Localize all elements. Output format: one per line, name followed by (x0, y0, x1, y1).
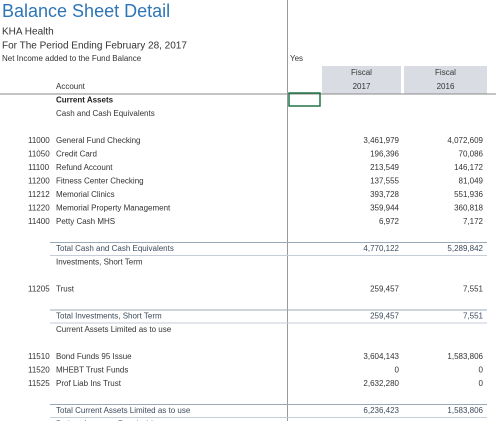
account-code: 11525 (28, 379, 50, 388)
total-amount: 6,236,423 (363, 406, 399, 415)
amount: 0 (479, 366, 484, 375)
amount: 2,632,280 (363, 379, 399, 388)
amount: 3,461,979 (363, 136, 399, 145)
amount: 4,072,609 (447, 136, 483, 145)
group-title: Investments, Short Term (56, 258, 143, 267)
group-title: Cash and Cash Equivalents (56, 109, 155, 118)
period: For The Period Ending February 28, 2017 (2, 41, 187, 52)
company: KHA Health (2, 27, 54, 38)
total-amount: 1,583,806 (447, 406, 483, 415)
account-name: Petty Cash MHS (56, 217, 115, 226)
account-code: 11100 (28, 163, 50, 172)
title: Balance Sheet Detail (2, 1, 170, 21)
account-code: 11205 (28, 285, 50, 294)
account-code: 11000 (28, 136, 50, 145)
account-name: Refund Account (56, 163, 113, 172)
column-label: Fiscal (351, 68, 372, 77)
account-name: Fitness Center Checking (56, 177, 144, 186)
total-amount: 259,457 (370, 312, 399, 321)
total-name: Total Investments, Short Term (56, 312, 162, 321)
account-name: Memorial Property Management (56, 204, 171, 213)
account-name: General Fund Checking (56, 136, 141, 145)
total-name: Total Current Assets Limited as to use (56, 406, 191, 415)
amount: 7,172 (463, 217, 484, 226)
amount: 81,049 (459, 177, 484, 186)
account-code: 11520 (28, 366, 50, 375)
amount: 359,944 (370, 204, 399, 213)
amount: 196,396 (370, 150, 399, 159)
account-name: Prof Liab Ins Trust (56, 379, 122, 388)
amount: 7,551 (463, 285, 484, 294)
amount: 393,728 (370, 190, 399, 199)
amount: 70,086 (459, 150, 484, 159)
group-title: Current Assets Limited as to use (56, 325, 172, 334)
account-code: 11200 (28, 177, 50, 186)
account-code: 11050 (28, 150, 50, 159)
account-code: 11212 (28, 190, 50, 199)
account-code: 11400 (28, 217, 50, 226)
amount: 3,604,143 (363, 352, 399, 361)
account-header: Account (56, 82, 86, 91)
amount: 0 (479, 379, 484, 388)
total-name: Total Cash and Cash Equivalents (56, 244, 174, 253)
selected-cell[interactable] (288, 92, 321, 107)
account-name: Memorial Clinics (56, 190, 115, 199)
amount: 137,555 (370, 177, 399, 186)
amount: 360,818 (454, 204, 483, 213)
amount: 146,172 (454, 163, 483, 172)
total-amount: 7,551 (463, 312, 484, 321)
account-name: Credit Card (56, 150, 97, 159)
column-year: 2016 (437, 82, 455, 91)
total-amount: 5,289,842 (447, 244, 483, 253)
column-header (404, 66, 487, 94)
amount: 213,549 (370, 163, 399, 172)
amount: 551,936 (454, 190, 483, 199)
section-title: Current Assets (56, 96, 114, 105)
note: Net Income added to the Fund Balance (2, 54, 142, 63)
amount: 0 (395, 366, 400, 375)
amount: 6,972 (379, 217, 400, 226)
account-code: 11510 (28, 352, 50, 361)
account-code: 11220 (28, 204, 50, 213)
column-label: Fiscal (435, 68, 456, 77)
note-value: Yes (290, 54, 303, 63)
total-amount: 4,770,122 (363, 244, 399, 253)
amount: 259,457 (370, 285, 399, 294)
column-year: 2017 (353, 82, 371, 91)
column-header (322, 66, 401, 94)
amount: 1,583,806 (447, 352, 483, 361)
account-name: MHEBT Trust Funds (56, 366, 128, 375)
account-name: Bond Funds 95 Issue (56, 352, 132, 361)
account-name: Trust (56, 285, 75, 294)
